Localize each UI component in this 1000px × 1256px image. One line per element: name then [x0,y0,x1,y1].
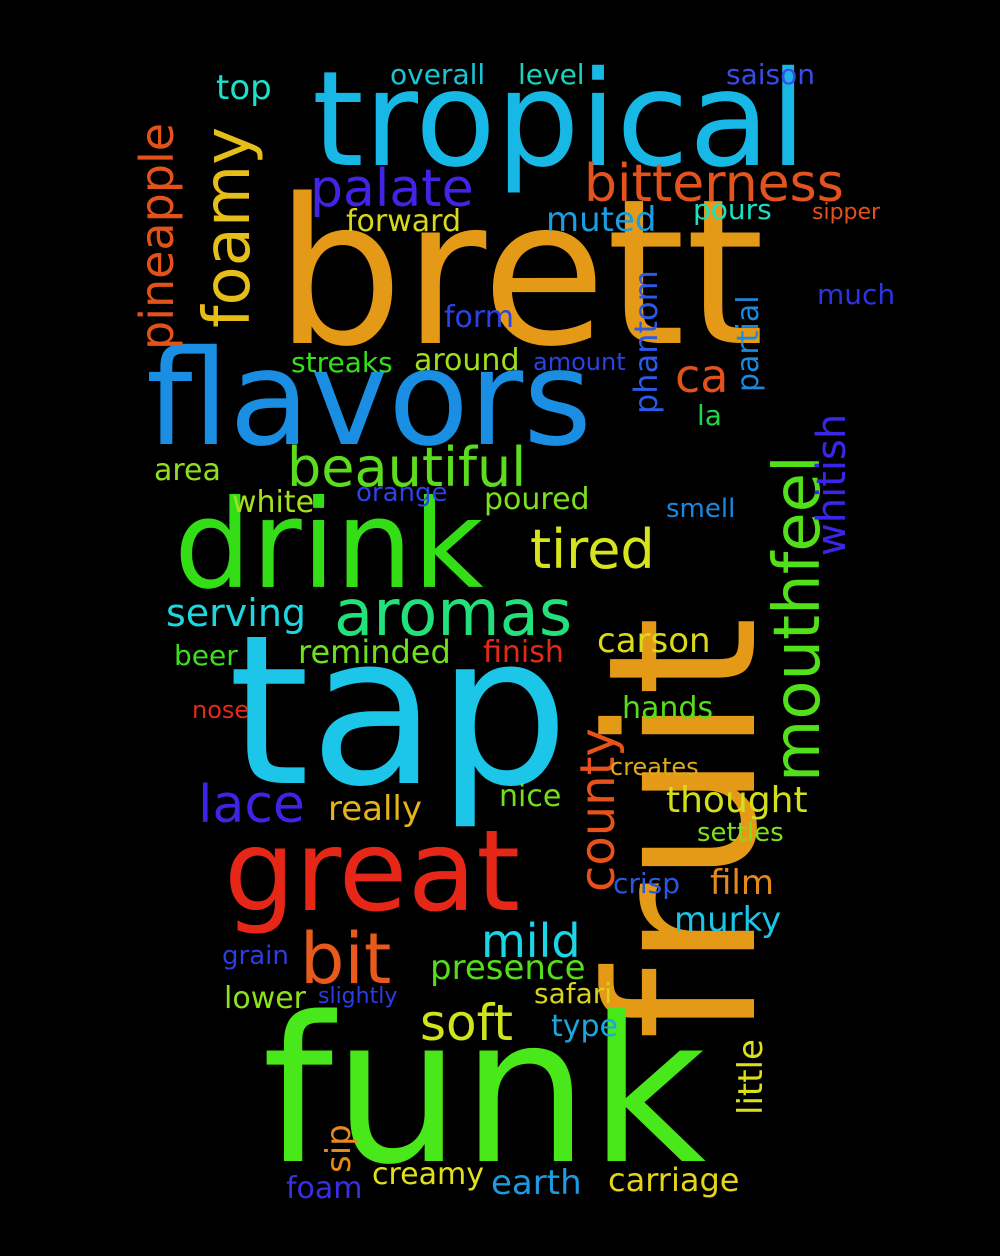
word-creates: creates [610,753,699,781]
word-saison: saison [726,58,815,91]
word-orange: orange [356,478,448,508]
word-amount: amount [533,348,626,376]
word-muted: muted [546,200,657,240]
word-overall: overall [390,58,486,91]
word-much: much [817,278,896,311]
word-forward: forward [346,204,462,239]
word-great: great [224,807,521,937]
word-whitish: whitish [809,413,855,556]
word-mild: mild [481,914,581,968]
word-funk: funk [262,973,707,1209]
word-smell: smell [666,494,736,524]
word-settles: settles [697,818,784,848]
word-little: little [731,1039,771,1115]
word-nose: nose [192,696,250,724]
word-flavors: flavors [146,322,592,476]
word-sipper: sipper [812,200,881,225]
word-foamy: foamy [191,126,265,328]
word-finish: finish [483,635,564,670]
word-creamy: creamy [372,1157,484,1192]
word-ca: ca [675,349,729,403]
word-hands: hands [622,691,714,726]
word-lower: lower [224,981,307,1016]
word-earth: earth [491,1163,582,1203]
word-around: around [414,343,520,378]
word-foam: foam [286,1171,363,1206]
word-safari: safari [534,977,613,1010]
word-murky: murky [674,900,782,940]
word-grain: grain [222,941,289,971]
word-tropical: tropical [312,43,807,197]
word-sip: sip [319,1124,359,1173]
word-white: white [232,485,315,520]
word-film: film [710,863,774,903]
word-brett: brett [275,155,765,391]
word-crisp: crisp [613,867,681,900]
word-pours: pours [693,193,772,226]
word-serving: serving [166,591,307,635]
word-aromas: aromas [334,577,573,651]
word-partial: partial [731,295,766,392]
word-drink: drink [174,474,484,616]
word-lace: lace [198,775,305,835]
word-nice: nice [499,779,562,814]
word-soft: soft [420,994,513,1052]
word-really: really [328,789,422,829]
word-streaks: streaks [291,346,393,379]
word-phantom: phantom [627,270,665,414]
word-type: type [551,1009,619,1044]
word-palate: palate [310,159,474,219]
word-reminded: reminded [298,633,451,671]
word-beautiful: beautiful [287,436,527,499]
word-thought: thought [666,780,808,821]
word-level: level [518,58,585,91]
word-pineapple: pineapple [130,122,184,350]
word-carson: carson [597,621,711,661]
word-slightly: slightly [318,984,398,1009]
word-tap: tap [228,591,570,833]
word-presence: presence [430,948,586,988]
word-carriage: carriage [608,1161,740,1199]
word-top: top [216,68,272,108]
word-beer: beer [174,639,238,672]
word-bit: bit [300,918,392,1000]
word-form: form [444,300,514,335]
word-la: la [697,399,722,432]
word-area: area [154,453,221,488]
word-bitterness: bitterness [584,154,844,214]
word-tired: tired [530,518,655,581]
word-poured: poured [484,482,590,517]
